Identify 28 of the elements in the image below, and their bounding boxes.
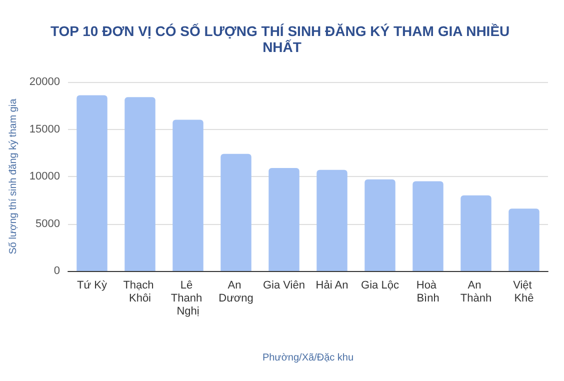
x-tick-label: Hoà Bình xyxy=(416,280,440,304)
x-tick-label: Tứ Kỳ xyxy=(77,280,108,292)
y-tick-label: 0 xyxy=(54,265,60,277)
bar xyxy=(268,168,300,271)
x-tick-label: An Thành xyxy=(460,280,492,304)
x-tick-label: Gia Lộc xyxy=(361,280,400,292)
y-tick-label: 5000 xyxy=(36,218,60,230)
bar xyxy=(364,179,396,271)
bar xyxy=(220,154,252,271)
x-tick-label: Thạch Khôi xyxy=(123,280,157,304)
x-tick-label: An Dương xyxy=(218,280,254,304)
bar xyxy=(76,95,108,271)
bar xyxy=(124,97,156,271)
bar xyxy=(172,120,204,271)
y-tick-label: 10000 xyxy=(29,170,60,182)
bar xyxy=(316,170,348,271)
chart-title: TOP 10 ĐƠN VỊ CÓ SỐ LƯỢNG THÍ SINH ĐĂNG KÝ THAM GIA NHIỀU NHẤT xyxy=(50,23,514,55)
x-axis-title: Phường/Xã/Đặc khu xyxy=(262,352,354,364)
y-tick-label: 15000 xyxy=(29,123,60,136)
x-tick-label: Gia Viên xyxy=(263,280,305,292)
x-tick-label: Việt Khê xyxy=(513,280,535,304)
bar xyxy=(412,181,444,271)
bar xyxy=(508,208,540,271)
x-tick-label: Lê Thanh Nghị xyxy=(170,280,206,318)
y-tick-label: 20000 xyxy=(29,76,60,88)
x-tick-label: Hải An xyxy=(316,280,348,292)
y-axis-title: Số lượng thí sinh đăng ký tham gia xyxy=(8,98,20,254)
bar xyxy=(460,195,492,271)
